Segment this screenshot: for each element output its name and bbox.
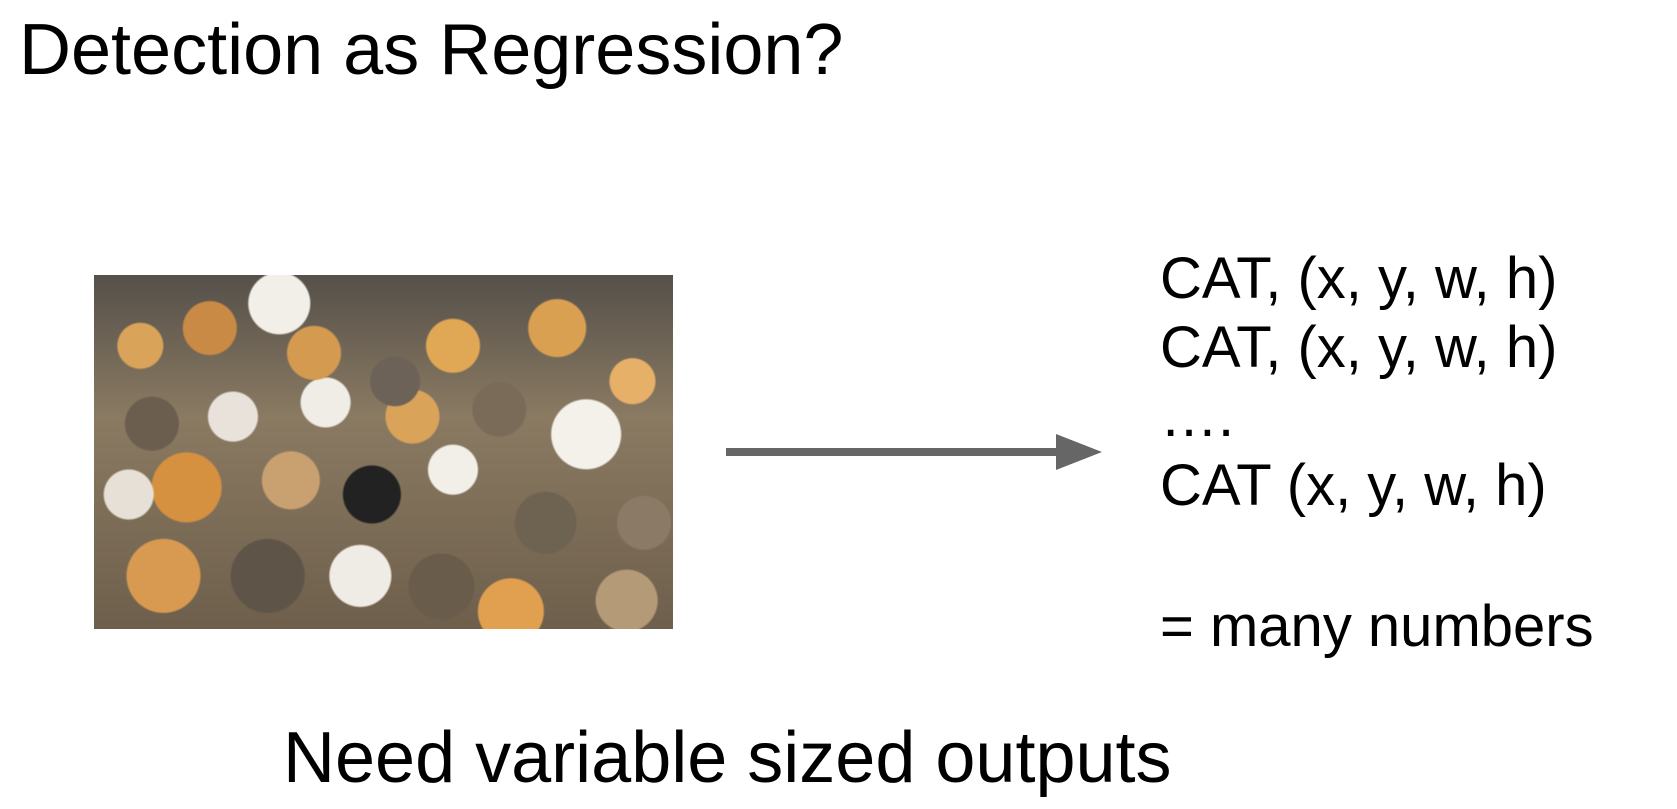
slide-title: Detection as Regression? xyxy=(19,10,844,90)
output-ellipsis: …. xyxy=(1160,384,1235,449)
right-arrow-icon xyxy=(726,434,1102,470)
output-line: CAT, (x, y, w, h) xyxy=(1160,315,1558,380)
output-line: CAT, (x, y, w, h) xyxy=(1160,246,1558,311)
output-line: CAT (x, y, w, h) xyxy=(1160,453,1547,518)
summary-text: = many numbers xyxy=(1160,594,1594,659)
footer-text: Need variable sized outputs xyxy=(283,718,1172,798)
output-list: CAT, (x, y, w, h) CAT, (x, y, w, h) …. C… xyxy=(1160,244,1557,520)
cats-photo xyxy=(94,275,673,629)
